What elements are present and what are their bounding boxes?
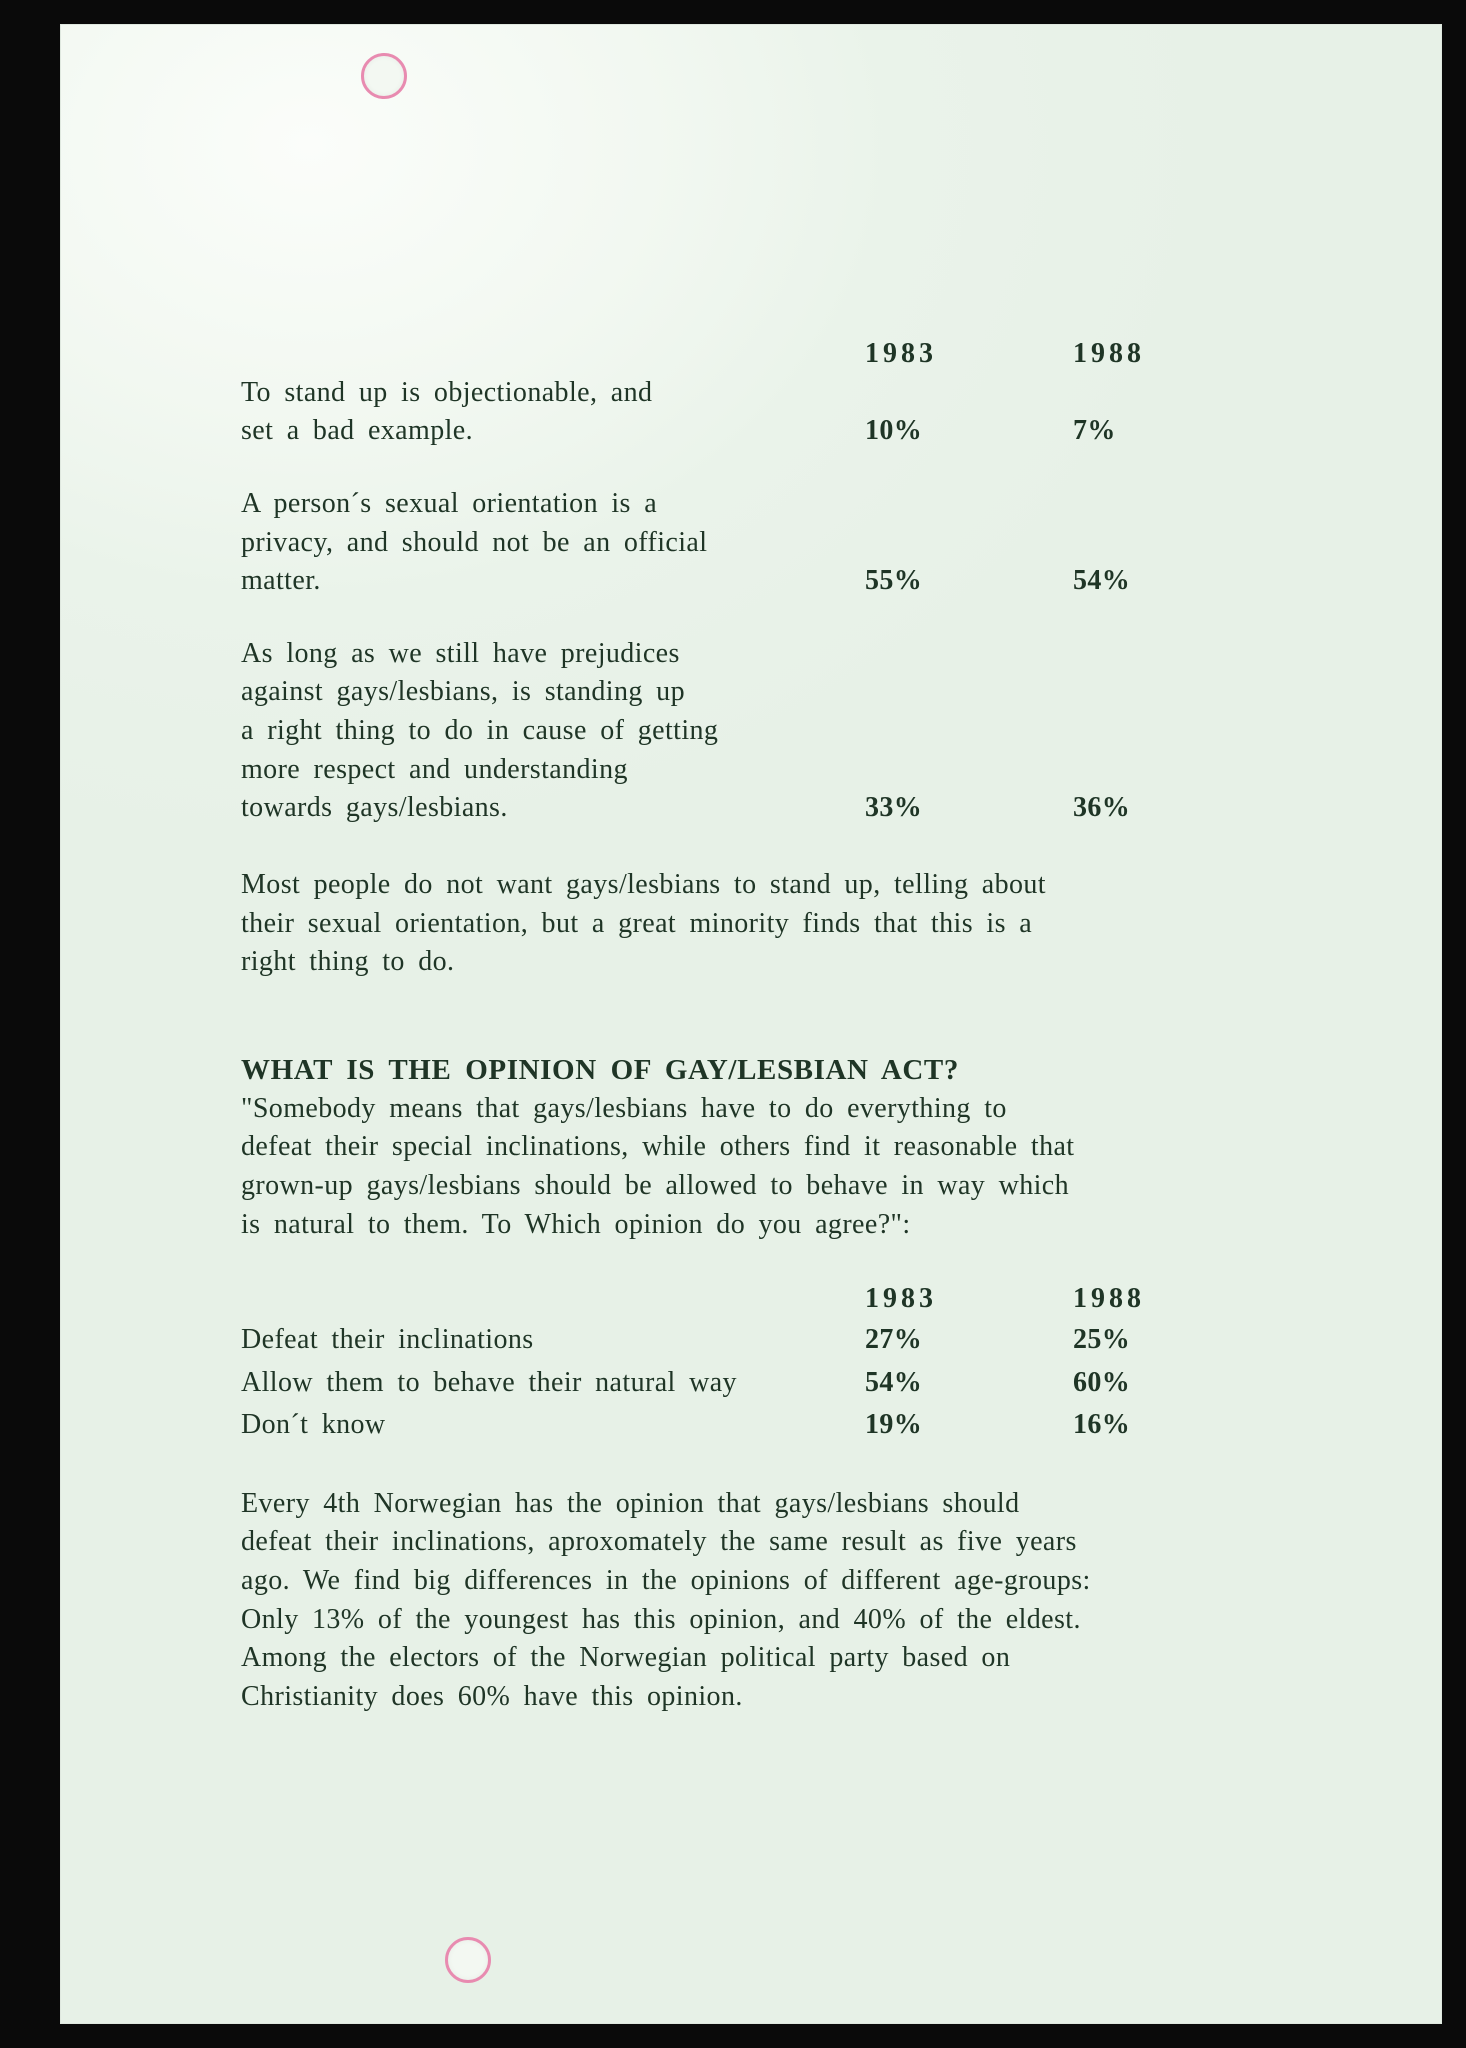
table-row: more respect and understanding	[241, 751, 1281, 790]
row-value: 16%	[1073, 1404, 1281, 1447]
text-line: Among the electors of the Norwegian poli…	[241, 1639, 1281, 1678]
row-label: towards gays/lesbians.	[241, 789, 865, 828]
row-label: As long as we still have prejudices	[241, 635, 865, 674]
year-header: 1983	[865, 335, 1073, 374]
row-value: 19%	[865, 1404, 1073, 1447]
paragraph: Every 4th Norwegian has the opinion that…	[241, 1485, 1281, 1717]
section-heading: WHAT IS THE OPINION OF GAY/LESBIAN ACT?	[241, 1050, 1281, 1090]
text-line: is natural to them. To Which opinion do …	[241, 1206, 1281, 1245]
text-line: ago. We find big differences in the opin…	[241, 1562, 1281, 1601]
row-value: 7%	[1073, 412, 1281, 451]
table-row: privacy, and should not be an official	[241, 524, 1281, 563]
survey-table-2: 1983 1988 Defeat their inclinations 27% …	[241, 1280, 1281, 1447]
text-line: Every 4th Norwegian has the opinion that…	[241, 1485, 1281, 1524]
year-header: 1988	[1073, 335, 1281, 374]
table-header-row: 1983 1988	[241, 1280, 1281, 1319]
table-row: matter. 55% 54%	[241, 562, 1281, 601]
text-line: "Somebody means that gays/lesbians have …	[241, 1090, 1281, 1129]
table-row: set a bad example. 10% 7%	[241, 412, 1281, 451]
text-line: Only 13% of the youngest has this opinio…	[241, 1601, 1281, 1640]
row-value: 36%	[1073, 789, 1281, 828]
row-label: Defeat their inclinations	[241, 1319, 865, 1362]
paragraph: Most people do not want gays/lesbians to…	[241, 866, 1281, 982]
scan-frame: 1983 1988 To stand up is objectionable, …	[0, 0, 1466, 2048]
row-label: more respect and understanding	[241, 751, 865, 790]
row-value: 54%	[1073, 562, 1281, 601]
table-header-row: 1983 1988	[241, 335, 1281, 374]
paragraph: "Somebody means that gays/lesbians have …	[241, 1090, 1281, 1245]
text-line: their sexual orientation, but a great mi…	[241, 905, 1281, 944]
row-label: privacy, and should not be an official	[241, 524, 865, 563]
row-label: a right thing to do in cause of getting	[241, 712, 865, 751]
document-body: 1983 1988 To stand up is objectionable, …	[241, 335, 1281, 1717]
survey-table-1: 1983 1988 To stand up is objectionable, …	[241, 335, 1281, 828]
text-line: Christianity does 60% have this opinion.	[241, 1678, 1281, 1717]
year-header: 1988	[1073, 1280, 1281, 1319]
row-label: set a bad example.	[241, 412, 865, 451]
text-line: Most people do not want gays/lesbians to…	[241, 866, 1281, 905]
text-line: right thing to do.	[241, 943, 1281, 982]
table-row: a right thing to do in cause of getting	[241, 712, 1281, 751]
table-row: As long as we still have prejudices	[241, 635, 1281, 674]
punch-hole-icon	[445, 1937, 491, 1983]
row-value: 54%	[865, 1362, 1073, 1405]
row-label: matter.	[241, 562, 865, 601]
row-value: 10%	[865, 412, 1073, 451]
table-row: A person´s sexual orientation is a	[241, 485, 1281, 524]
table-row: Don´t know 19% 16%	[241, 1404, 1281, 1447]
table-row: Allow them to behave their natural way 5…	[241, 1362, 1281, 1405]
row-label: A person´s sexual orientation is a	[241, 485, 865, 524]
row-value: 25%	[1073, 1319, 1281, 1362]
text-line: defeat their inclinations, aproxomately …	[241, 1523, 1281, 1562]
row-label: Allow them to behave their natural way	[241, 1362, 865, 1405]
row-label: Don´t know	[241, 1404, 865, 1447]
row-value: 33%	[865, 789, 1073, 828]
table-row: against gays/lesbians, is standing up	[241, 673, 1281, 712]
text-line: defeat their special inclinations, while…	[241, 1128, 1281, 1167]
table-row: To stand up is objectionable, and	[241, 374, 1281, 413]
row-label: To stand up is objectionable, and	[241, 374, 865, 413]
row-value: 60%	[1073, 1362, 1281, 1405]
row-label: against gays/lesbians, is standing up	[241, 673, 865, 712]
text-line: grown-up gays/lesbians should be allowed…	[241, 1167, 1281, 1206]
table-row: towards gays/lesbians. 33% 36%	[241, 789, 1281, 828]
punch-hole-icon	[361, 53, 407, 99]
table-row: Defeat their inclinations 27% 25%	[241, 1319, 1281, 1362]
document-page: 1983 1988 To stand up is objectionable, …	[60, 24, 1442, 2024]
row-value: 55%	[865, 562, 1073, 601]
row-value: 27%	[865, 1319, 1073, 1362]
year-header: 1983	[865, 1280, 1073, 1319]
